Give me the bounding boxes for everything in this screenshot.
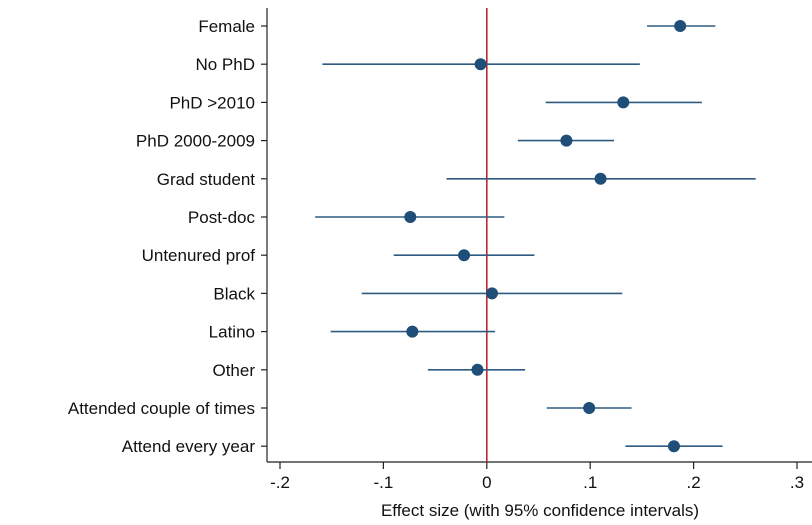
point-estimate xyxy=(474,58,487,71)
point-estimate xyxy=(471,363,484,376)
y-tick-label: Attended couple of times xyxy=(68,399,255,418)
x-tick-label: -.2 xyxy=(270,473,290,492)
x-tick-label: .2 xyxy=(687,473,701,492)
x-tick-label: .3 xyxy=(790,473,804,492)
y-tick-label: Latino xyxy=(209,323,255,342)
y-tick-label: PhD >2010 xyxy=(169,93,255,112)
point-estimate xyxy=(458,249,471,262)
point-estimate xyxy=(485,287,498,300)
x-ticks: -.2 -.1 0 .1 .2 .3 xyxy=(270,462,804,492)
confidence-intervals xyxy=(315,25,756,448)
y-tick-label: Attend every year xyxy=(122,437,256,456)
axes xyxy=(266,8,812,463)
point-estimate xyxy=(406,325,419,338)
point-estimate xyxy=(560,134,573,147)
y-tick-label: Female xyxy=(198,17,255,36)
x-tick-label: 0 xyxy=(482,473,491,492)
y-tick-label: Grad student xyxy=(157,170,256,189)
point-estimates xyxy=(404,20,687,453)
y-tick-label: No PhD xyxy=(195,55,255,74)
y-tick-label: Other xyxy=(212,361,255,380)
y-tick-label: Post-doc xyxy=(188,208,256,227)
point-estimate xyxy=(667,440,680,453)
y-tick-label: Black xyxy=(213,284,255,303)
point-estimate xyxy=(583,402,596,414)
point-estimate xyxy=(404,211,417,223)
point-estimate xyxy=(674,20,687,32)
point-estimate xyxy=(617,96,630,109)
point-estimate xyxy=(594,172,607,185)
x-tick-label: .1 xyxy=(583,473,597,492)
y-tick-label: PhD 2000-2009 xyxy=(136,132,255,151)
y-tick-label: Untenured prof xyxy=(142,246,256,265)
y-tick-labels: Female No PhD PhD >2010 PhD 2000-2009 Grad s… xyxy=(68,17,267,456)
x-axis-title: Effect size (with 95% confidence interva… xyxy=(381,501,699,520)
x-tick-label: -.1 xyxy=(373,473,393,492)
